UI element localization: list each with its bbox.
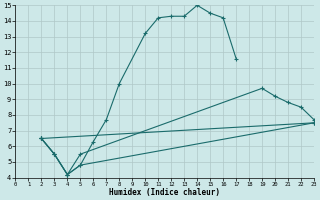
- X-axis label: Humidex (Indice chaleur): Humidex (Indice chaleur): [109, 188, 220, 197]
